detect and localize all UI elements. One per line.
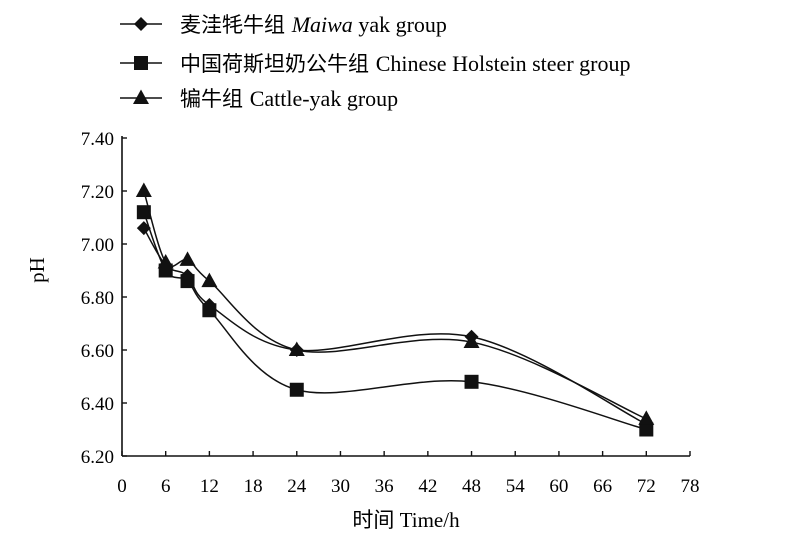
x-tick-label: 66: [593, 476, 612, 497]
data-point-square: [136, 205, 151, 220]
legend-label-cn: 中国荷斯坦奶公牛组: [180, 52, 376, 76]
legend-label-diamond: 麦洼牦牛组 Maiwa yak group: [180, 12, 447, 37]
y-tick-label: 6.20: [81, 447, 114, 468]
legend-marker-triangle: [133, 89, 149, 104]
data-point-triangle: [288, 341, 305, 356]
legend-marker-square: [134, 56, 148, 70]
legend-label-cn: 麦洼牦牛组: [180, 13, 292, 37]
data-point-square: [180, 274, 195, 289]
x-tick-label: 72: [637, 476, 656, 497]
data-point-triangle: [463, 333, 480, 349]
data-point-triangle: [179, 251, 196, 266]
data-point-square: [289, 382, 304, 397]
y-tick-label: 6.60: [81, 341, 114, 362]
legend-label-square: 中国荷斯坦奶公牛组 Chinese Holstein steer group: [180, 51, 630, 76]
x-tick-label: 24: [287, 476, 307, 497]
data-point-square: [639, 422, 654, 437]
legend-marker-diamond: [134, 17, 148, 31]
x-tick-label: 30: [331, 476, 350, 497]
series-line-square: [143, 211, 647, 431]
x-tick-label: 0: [117, 476, 127, 497]
y-axis-title: pH: [25, 257, 49, 283]
x-tick-label: 36: [375, 476, 394, 497]
legend-label-en: Maiwa: [291, 12, 353, 37]
series-line-triangle: [143, 190, 647, 420]
legend-label-en: Cattle-yak group: [250, 86, 398, 111]
series-layer: [135, 182, 655, 437]
x-axis-title: 时间 Time/h: [352, 508, 460, 532]
legend-label-tail: yak group: [353, 12, 447, 37]
legend: 麦洼牦牛组 Maiwa yak group 中国荷斯坦奶公牛组 Chinese H…: [120, 12, 630, 111]
y-tick-label: 7.00: [81, 235, 114, 256]
x-tick-label: 18: [244, 476, 263, 497]
y-tick-label: 6.40: [81, 394, 114, 415]
y-tick-label: 6.80: [81, 288, 114, 309]
data-point-square: [202, 303, 217, 318]
data-point-triangle: [201, 272, 218, 288]
x-tick-label: 12: [200, 476, 219, 497]
data-point-triangle: [157, 254, 174, 269]
legend-label-cn: 犏牛组: [180, 87, 250, 111]
data-point-triangle: [638, 410, 655, 425]
x-tick-label: 54: [506, 476, 526, 497]
legend-label-en: Chinese Holstein steer group: [376, 51, 631, 76]
y-tick-label: 7.20: [81, 182, 114, 203]
x-tick-label: 42: [418, 476, 437, 497]
axes: 6.20 6.40 6.60 6.80 7.00 7.20 7.40 0 6 12 18 24 30 36…: [81, 129, 700, 497]
x-tick-label: 6: [161, 476, 171, 497]
data-point-square: [464, 374, 479, 389]
legend-label-triangle: 犏牛组 Cattle-yak group: [180, 86, 398, 111]
x-tick-label: 48: [462, 476, 481, 497]
series-line-diamond: [143, 227, 647, 425]
data-point-triangle: [135, 182, 152, 197]
y-tick-label: 7.40: [81, 129, 114, 150]
x-tick-label: 78: [681, 476, 700, 497]
x-tick-label: 60: [549, 476, 568, 497]
